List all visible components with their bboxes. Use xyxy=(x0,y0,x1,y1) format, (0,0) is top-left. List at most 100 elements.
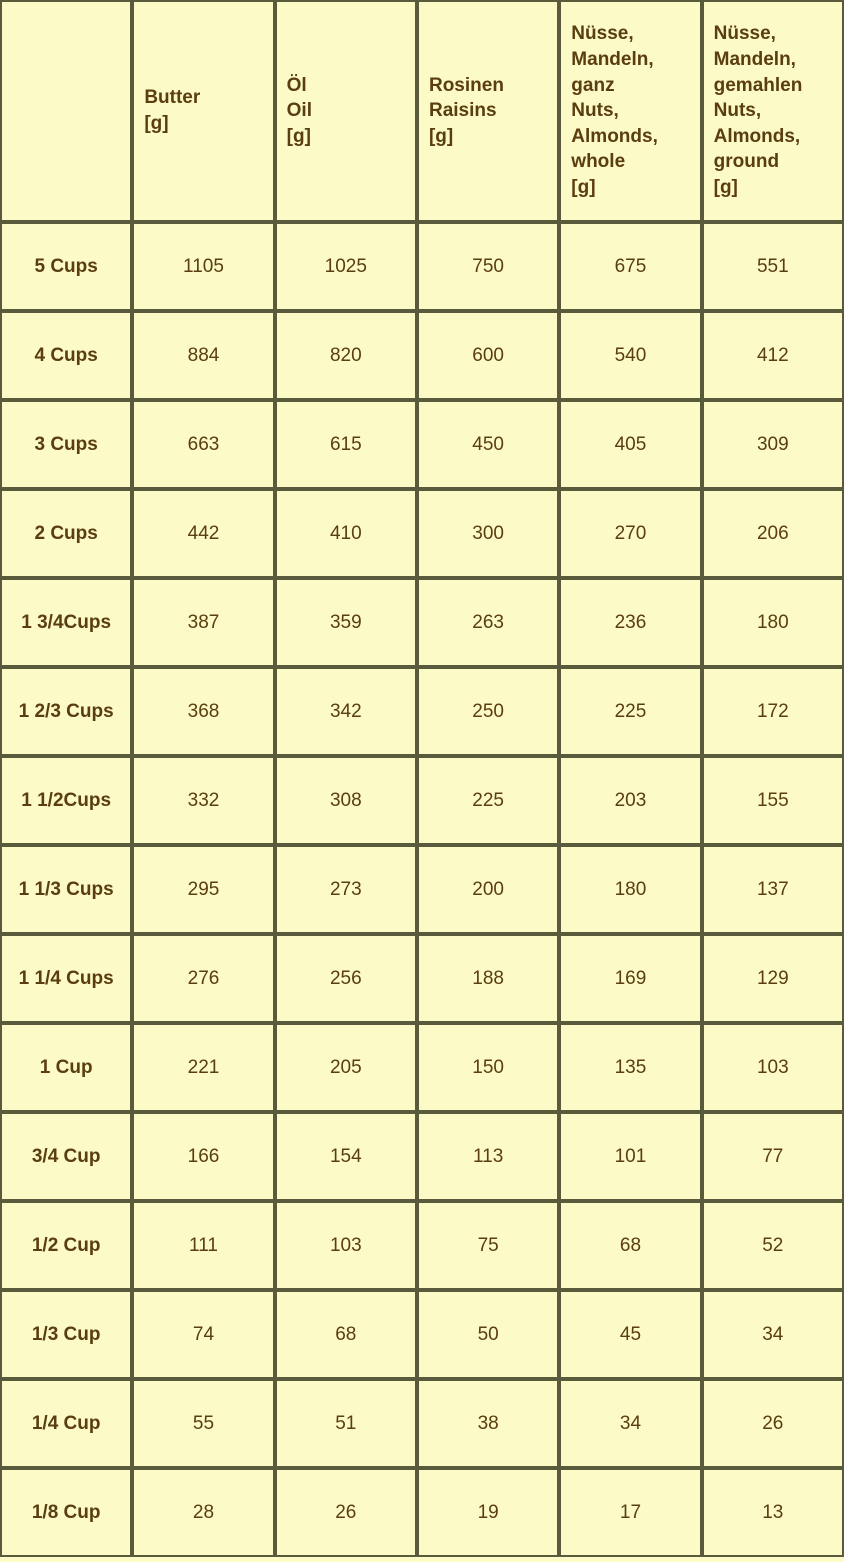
cell: 19 xyxy=(417,1468,559,1557)
cell: 28 xyxy=(132,1468,274,1557)
cell: 675 xyxy=(559,222,701,311)
cell: 368 xyxy=(132,667,274,756)
cell: 74 xyxy=(132,1290,274,1379)
table-row: 1/4 Cup5551383426 xyxy=(0,1379,844,1468)
cell: 1025 xyxy=(275,222,417,311)
cell: 412 xyxy=(702,311,844,400)
row-label: 1/3 Cup xyxy=(0,1290,132,1379)
cell: 188 xyxy=(417,934,559,1023)
col-header-raisins: RosinenRaisins[g] xyxy=(417,0,559,222)
cell: 172 xyxy=(702,667,844,756)
cell: 38 xyxy=(417,1379,559,1468)
cell: 103 xyxy=(702,1023,844,1112)
table-row: 1 1/4 Cups276256188169129 xyxy=(0,934,844,1023)
cell: 308 xyxy=(275,756,417,845)
row-label: 1 1/4 Cups xyxy=(0,934,132,1023)
cell: 68 xyxy=(559,1201,701,1290)
cell: 68 xyxy=(275,1290,417,1379)
row-label: 1/2 Cup xyxy=(0,1201,132,1290)
cell: 155 xyxy=(702,756,844,845)
cell: 205 xyxy=(275,1023,417,1112)
row-label: 1/8 Cup xyxy=(0,1468,132,1557)
row-label: 2 Cups xyxy=(0,489,132,578)
row-label: 1 1/3 Cups xyxy=(0,845,132,934)
row-label: 1 2/3 Cups xyxy=(0,667,132,756)
cell: 203 xyxy=(559,756,701,845)
cell: 113 xyxy=(417,1112,559,1201)
cell: 256 xyxy=(275,934,417,1023)
cell: 150 xyxy=(417,1023,559,1112)
cell: 135 xyxy=(559,1023,701,1112)
table-body: 5 Cups11051025750675551 4 Cups8848206005… xyxy=(0,222,844,1557)
cell: 250 xyxy=(417,667,559,756)
cell: 221 xyxy=(132,1023,274,1112)
cell: 663 xyxy=(132,400,274,489)
cell: 101 xyxy=(559,1112,701,1201)
cell: 442 xyxy=(132,489,274,578)
cell: 166 xyxy=(132,1112,274,1201)
cell: 332 xyxy=(132,756,274,845)
table-row: 1 3/4Cups387359263236180 xyxy=(0,578,844,667)
table-row: 1 Cup221205150135103 xyxy=(0,1023,844,1112)
table-row: 1/2 Cup111103756852 xyxy=(0,1201,844,1290)
table-row: 3 Cups663615450405309 xyxy=(0,400,844,489)
cell: 1105 xyxy=(132,222,274,311)
row-label: 1 Cup xyxy=(0,1023,132,1112)
cell: 206 xyxy=(702,489,844,578)
cell: 387 xyxy=(132,578,274,667)
cell: 225 xyxy=(417,756,559,845)
cell: 300 xyxy=(417,489,559,578)
cell: 225 xyxy=(559,667,701,756)
cell: 77 xyxy=(702,1112,844,1201)
table-row: 3/4 Cup16615411310177 xyxy=(0,1112,844,1201)
cell: 276 xyxy=(132,934,274,1023)
cell: 180 xyxy=(702,578,844,667)
cell: 884 xyxy=(132,311,274,400)
cell: 359 xyxy=(275,578,417,667)
cell: 600 xyxy=(417,311,559,400)
cell: 295 xyxy=(132,845,274,934)
row-label: 1 1/2Cups xyxy=(0,756,132,845)
table-row: 5 Cups11051025750675551 xyxy=(0,222,844,311)
cell: 34 xyxy=(702,1290,844,1379)
cell: 137 xyxy=(702,845,844,934)
cell: 34 xyxy=(559,1379,701,1468)
cell: 52 xyxy=(702,1201,844,1290)
cell: 273 xyxy=(275,845,417,934)
cell: 236 xyxy=(559,578,701,667)
cell: 820 xyxy=(275,311,417,400)
cell: 51 xyxy=(275,1379,417,1468)
cell: 551 xyxy=(702,222,844,311)
table-header-row: Butter[g] ÖlOil[g] RosinenRaisins[g] Nüs… xyxy=(0,0,844,222)
cell: 180 xyxy=(559,845,701,934)
cell: 111 xyxy=(132,1201,274,1290)
cell: 450 xyxy=(417,400,559,489)
conversion-table: Butter[g] ÖlOil[g] RosinenRaisins[g] Nüs… xyxy=(0,0,844,1557)
col-header-butter: Butter[g] xyxy=(132,0,274,222)
cell: 750 xyxy=(417,222,559,311)
cell: 75 xyxy=(417,1201,559,1290)
col-header-nuts-ground: Nüsse, Mandeln, gemahlenNuts, Almonds, g… xyxy=(702,0,844,222)
table-row: 1 2/3 Cups368342250225172 xyxy=(0,667,844,756)
table-row: 1 1/3 Cups295273200180137 xyxy=(0,845,844,934)
cell: 103 xyxy=(275,1201,417,1290)
cell: 13 xyxy=(702,1468,844,1557)
row-label: 1 3/4Cups xyxy=(0,578,132,667)
cell: 405 xyxy=(559,400,701,489)
row-label: 3/4 Cup xyxy=(0,1112,132,1201)
cell: 169 xyxy=(559,934,701,1023)
col-header-nuts-whole: Nüsse, Mandeln, ganzNuts, Almonds, whole… xyxy=(559,0,701,222)
cell: 309 xyxy=(702,400,844,489)
cell: 154 xyxy=(275,1112,417,1201)
table-row: 1 1/2Cups332308225203155 xyxy=(0,756,844,845)
row-label: 3 Cups xyxy=(0,400,132,489)
cell: 270 xyxy=(559,489,701,578)
cell: 26 xyxy=(702,1379,844,1468)
cell: 17 xyxy=(559,1468,701,1557)
cell: 50 xyxy=(417,1290,559,1379)
cell: 45 xyxy=(559,1290,701,1379)
col-header-oil: ÖlOil[g] xyxy=(275,0,417,222)
row-label: 1/4 Cup xyxy=(0,1379,132,1468)
row-label: 5 Cups xyxy=(0,222,132,311)
cell: 55 xyxy=(132,1379,274,1468)
